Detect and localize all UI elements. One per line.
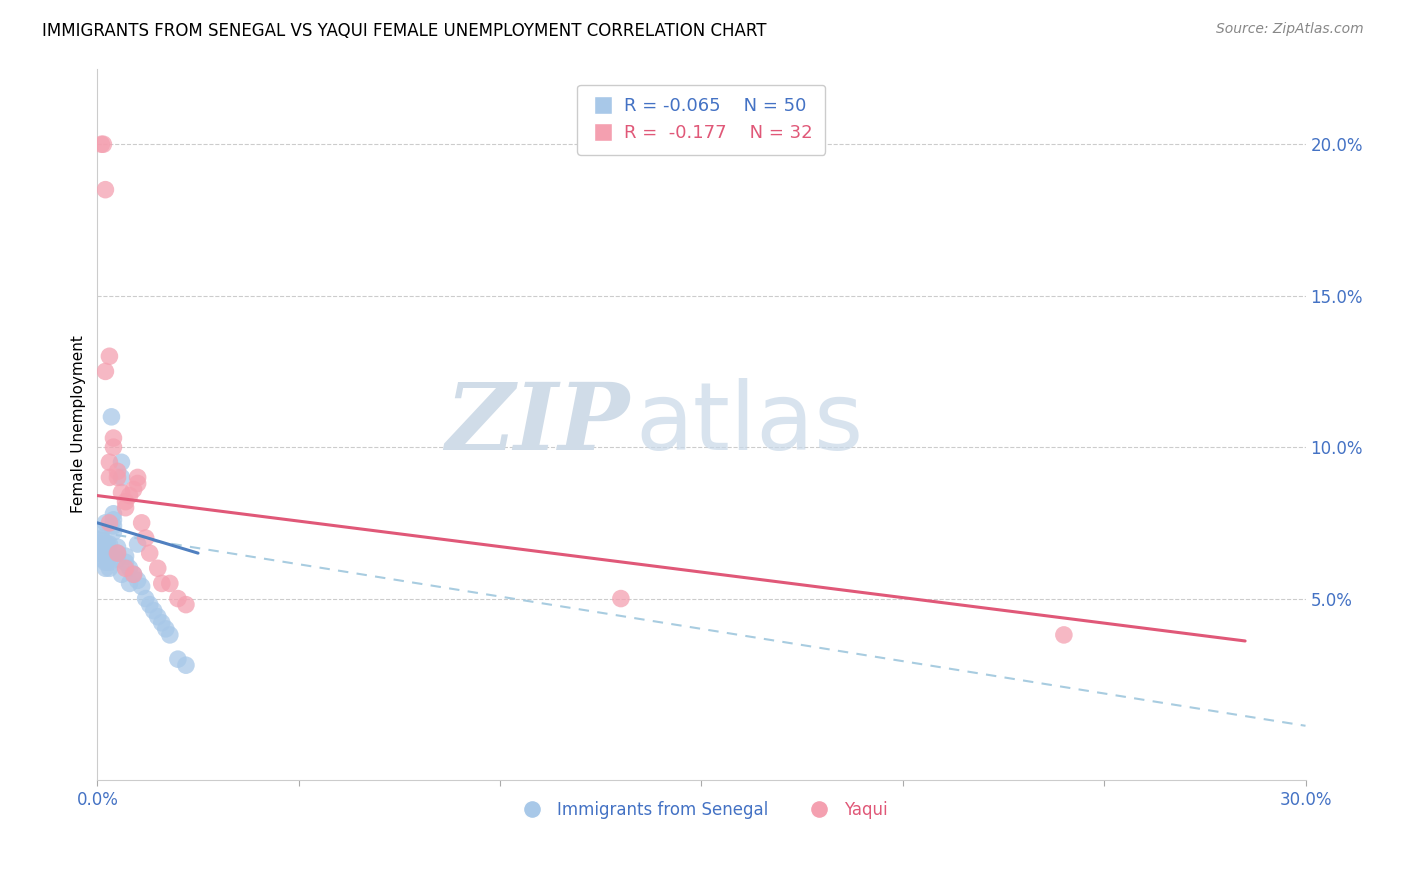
Point [103,519,125,533]
Point [1053,628,1076,642]
Point [107,540,129,554]
Point [131,516,153,530]
Point [98,455,121,469]
Point [138,598,160,612]
Point [150,615,173,630]
Point [91,540,114,554]
Point [110,455,132,469]
Point [94,183,117,197]
Point [122,567,145,582]
Point [98,470,121,484]
Point [110,485,132,500]
Point [131,579,153,593]
Point [138,546,160,560]
Point [118,561,141,575]
Point [96,552,118,566]
Point [90,537,112,551]
Point [98,549,121,564]
Point [93,137,115,152]
Point [98,561,121,575]
Point [103,431,125,445]
Point [167,591,190,606]
Point [103,513,125,527]
Point [94,549,117,564]
Point [118,489,141,503]
Point [96,546,118,560]
Point [150,576,173,591]
Point [135,591,157,606]
Point [155,622,177,636]
Point [94,555,117,569]
Point [122,483,145,497]
Text: atlas: atlas [636,378,863,470]
Point [107,546,129,560]
Point [98,555,121,569]
Point [127,470,149,484]
Point [91,552,114,566]
Point [94,516,117,530]
Point [107,470,129,484]
Point [103,507,125,521]
Point [174,658,197,673]
Point [135,531,157,545]
Point [96,537,118,551]
Point [114,500,136,515]
Point [94,364,117,378]
Point [107,546,129,560]
Text: IMMIGRANTS FROM SENEGAL VS YAQUI FEMALE UNEMPLOYMENT CORRELATION CHART: IMMIGRANTS FROM SENEGAL VS YAQUI FEMALE … [42,22,766,40]
Point [93,546,115,560]
Point [127,537,149,551]
Point [89,546,111,560]
Point [103,524,125,539]
Point [110,567,132,582]
Text: ZIP: ZIP [444,379,628,469]
Y-axis label: Female Unemployment: Female Unemployment [72,335,86,514]
Point [90,524,112,539]
Point [107,552,129,566]
Point [610,591,633,606]
Point [146,609,169,624]
Point [100,409,122,424]
Point [90,531,112,545]
Point [98,543,121,558]
Point [159,576,181,591]
Point [122,567,145,582]
Point [98,516,121,530]
Point [114,494,136,508]
Point [174,598,197,612]
Point [110,470,132,484]
Point [167,652,190,666]
Point [93,540,115,554]
Point [127,574,149,588]
Point [107,464,129,478]
Point [94,543,117,558]
Point [94,561,117,575]
Text: Source: ZipAtlas.com: Source: ZipAtlas.com [1216,22,1364,37]
Point [118,576,141,591]
Point [146,561,169,575]
Point [114,549,136,564]
Point [159,628,181,642]
Point [114,555,136,569]
Point [93,534,115,549]
Point [114,561,136,575]
Point [90,137,112,152]
Point [98,537,121,551]
Point [142,604,165,618]
Point [98,349,121,363]
Legend: Immigrants from Senegal, Yaqui: Immigrants from Senegal, Yaqui [509,794,894,825]
Point [103,440,125,454]
Point [127,476,149,491]
